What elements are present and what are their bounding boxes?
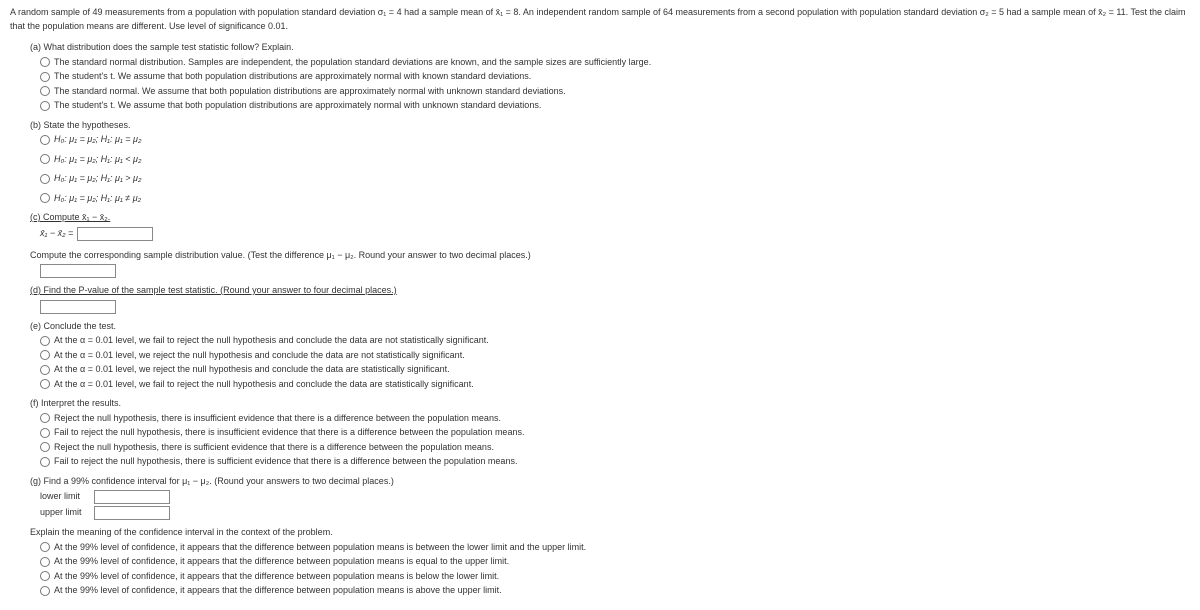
part-c-question-2: Compute the corresponding sample distrib… (30, 249, 1190, 263)
part-f-question: (f) Interpret the results. (30, 397, 1190, 411)
part-e-opt-2: At the α = 0.01 level, we reject the nul… (54, 349, 465, 363)
part-e-opt-3-radio[interactable] (40, 365, 50, 375)
part-f-opt-3: Reject the null hypothesis, there is suf… (54, 441, 494, 455)
part-b-opt-2: H₀: μ₁ = μ₂; H₁: μ₁ < μ₂ (54, 153, 141, 167)
part-b-opt-3-radio[interactable] (40, 174, 50, 184)
lower-limit-input[interactable] (94, 490, 170, 504)
part-d-question: (d) Find the P-value of the sample test … (30, 284, 397, 298)
explain-opt-4: At the 99% level of confidence, it appea… (54, 584, 502, 598)
explain-opt-2-radio[interactable] (40, 557, 50, 567)
explain-opt-4-radio[interactable] (40, 586, 50, 596)
part-e-opt-3: At the α = 0.01 level, we reject the nul… (54, 363, 450, 377)
part-f-opt-1-radio[interactable] (40, 413, 50, 423)
part-e-opt-2-radio[interactable] (40, 350, 50, 360)
part-a-opt-2: The student's t. We assume that both pop… (54, 70, 531, 84)
part-g-question: (g) Find a 99% confidence interval for μ… (30, 475, 1190, 489)
part-b-opt-4-radio[interactable] (40, 193, 50, 203)
part-c-label: x̄₁ − x̄₂ = (40, 227, 73, 241)
part-a-opt-4-radio[interactable] (40, 101, 50, 111)
part-a-opt-3: The standard normal. We assume that both… (54, 85, 566, 99)
part-c-question-1: (c) Compute x̄₁ − x̄₂. (30, 211, 110, 225)
lower-limit-label: lower limit (40, 490, 90, 504)
part-a-opt-4: The student's t. We assume that both pop… (54, 99, 541, 113)
part-a-opt-2-radio[interactable] (40, 72, 50, 82)
part-b-opt-2-radio[interactable] (40, 154, 50, 164)
problem-intro: A random sample of 49 measurements from … (10, 6, 1190, 33)
upper-limit-input[interactable] (94, 506, 170, 520)
part-f-opt-4: Fail to reject the null hypothesis, ther… (54, 455, 517, 469)
part-f-opt-2-radio[interactable] (40, 428, 50, 438)
part-b-opt-4: H₀: μ₁ = μ₂; H₁: μ₁ ≠ μ₂ (54, 192, 141, 206)
part-b-opt-3: H₀: μ₁ = μ₂; H₁: μ₁ > μ₂ (54, 172, 141, 186)
part-d-input[interactable] (40, 300, 116, 314)
part-a-opt-1: The standard normal distribution. Sample… (54, 56, 651, 70)
part-a-opt-1-radio[interactable] (40, 57, 50, 67)
part-e-opt-1-radio[interactable] (40, 336, 50, 346)
part-f-opt-3-radio[interactable] (40, 442, 50, 452)
part-e-opt-4-radio[interactable] (40, 379, 50, 389)
part-e-question: (e) Conclude the test. (30, 320, 1190, 334)
part-c-input-1[interactable] (77, 227, 153, 241)
explain-question: Explain the meaning of the confidence in… (30, 526, 1190, 540)
part-a-opt-3-radio[interactable] (40, 86, 50, 96)
part-f-opt-4-radio[interactable] (40, 457, 50, 467)
part-b-question: (b) State the hypotheses. (30, 119, 1190, 133)
upper-limit-label: upper limit (40, 506, 90, 520)
part-b-opt-1-radio[interactable] (40, 135, 50, 145)
explain-opt-3: At the 99% level of confidence, it appea… (54, 570, 499, 584)
part-c-input-2[interactable] (40, 264, 116, 278)
explain-opt-1-radio[interactable] (40, 542, 50, 552)
part-a-question: (a) What distribution does the sample te… (30, 41, 1190, 55)
part-f-opt-2: Fail to reject the null hypothesis, ther… (54, 426, 524, 440)
part-f-opt-1: Reject the null hypothesis, there is ins… (54, 412, 501, 426)
part-b-opt-1: H₀: μ₁ = μ₂; H₁: μ₁ = μ₂ (54, 133, 141, 147)
part-e-opt-1: At the α = 0.01 level, we fail to reject… (54, 334, 489, 348)
explain-opt-2: At the 99% level of confidence, it appea… (54, 555, 509, 569)
part-e-opt-4: At the α = 0.01 level, we fail to reject… (54, 378, 474, 392)
explain-opt-1: At the 99% level of confidence, it appea… (54, 541, 586, 555)
